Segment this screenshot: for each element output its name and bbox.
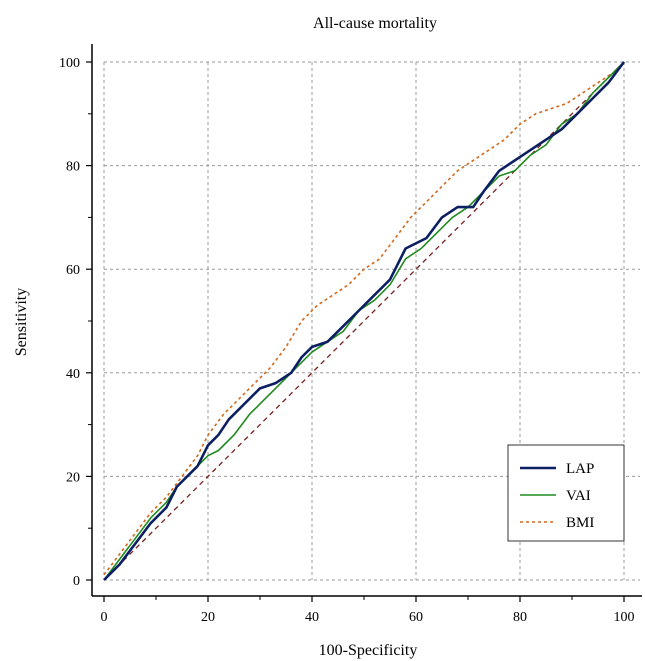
legend-label-vai: VAI bbox=[566, 488, 591, 504]
legend-box bbox=[507, 444, 625, 542]
y-tick-label: 0 bbox=[73, 574, 80, 589]
x-tick-label: 100 bbox=[614, 610, 635, 625]
y-tick-label: 100 bbox=[59, 56, 80, 71]
y-tick-label: 80 bbox=[66, 160, 80, 175]
chart-title: All-cause mortality bbox=[313, 15, 437, 32]
legend-label-bmi: BMI bbox=[566, 515, 594, 531]
x-tick-label: 80 bbox=[513, 610, 527, 625]
x-tick-label: 20 bbox=[201, 610, 215, 625]
series-line-lap bbox=[103, 61, 626, 581]
legend-label-lap: LAP bbox=[566, 461, 594, 477]
y-tick-label: 60 bbox=[66, 263, 80, 278]
y-tick-label: 20 bbox=[66, 470, 80, 485]
axis-ticks: 0 20 40 60 80 100 0 20 40 60 80 100 bbox=[59, 56, 635, 625]
x-tick-label: 0 bbox=[101, 610, 108, 625]
legend: LAP VAI BMI bbox=[507, 444, 625, 542]
x-axis-label: 100-Specificity bbox=[319, 642, 418, 659]
series-line-bmi bbox=[103, 61, 625, 576]
series-lines bbox=[103, 61, 626, 581]
y-tick-label: 40 bbox=[66, 367, 80, 382]
axes bbox=[91, 44, 642, 597]
y-axis-label: Sensitivity bbox=[13, 288, 30, 356]
x-tick-label: 60 bbox=[409, 610, 423, 625]
x-tick-label: 40 bbox=[305, 610, 319, 625]
